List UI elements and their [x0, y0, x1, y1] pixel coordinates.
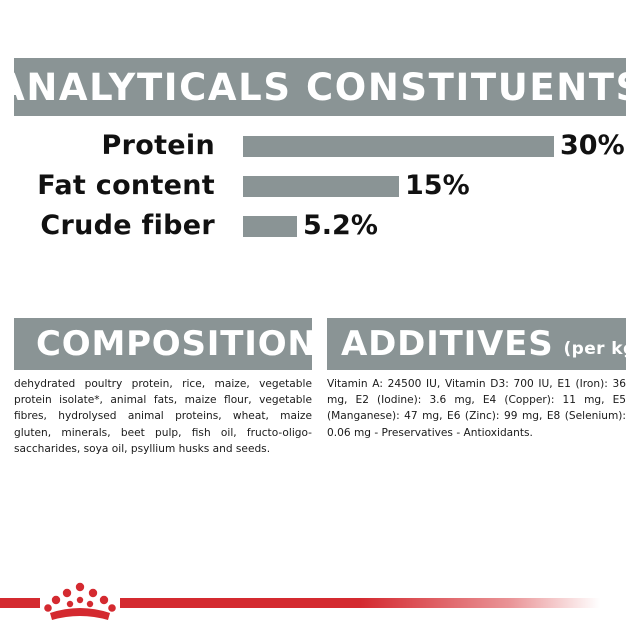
additives-title-suffix: (per kg): [563, 339, 640, 359]
protein-bar: [243, 136, 554, 157]
crude-fiber-value: 5.2%: [303, 210, 378, 241]
composition-text: dehydrated poultry protein, rice, maize,…: [14, 378, 312, 455]
additives-text: Vitamin A: 24500 IU, Vitamin D3: 700 IU,…: [327, 378, 626, 439]
additives-title-text: ADDITIVES: [341, 324, 554, 364]
footer-brand-line: [0, 598, 600, 608]
crude-fiber-label: Crude fiber: [40, 210, 215, 241]
protein-value: 30%: [560, 130, 625, 161]
crown-icon: [40, 580, 120, 624]
crude-fiber-bar: [243, 216, 297, 237]
additives-title: ADDITIVES (per kg): [327, 318, 640, 370]
protein-label: Protein: [101, 130, 215, 161]
composition-title-text: COMPOSITION: [36, 324, 317, 364]
fat-content-value: 15%: [405, 170, 470, 201]
composition-title: COMPOSITION: [14, 318, 316, 370]
analytics-title: ANALYTICALS CONSTITUENTS: [0, 58, 640, 116]
fat-content-label: Fat content: [37, 170, 215, 201]
fat-content-bar: [243, 176, 399, 197]
